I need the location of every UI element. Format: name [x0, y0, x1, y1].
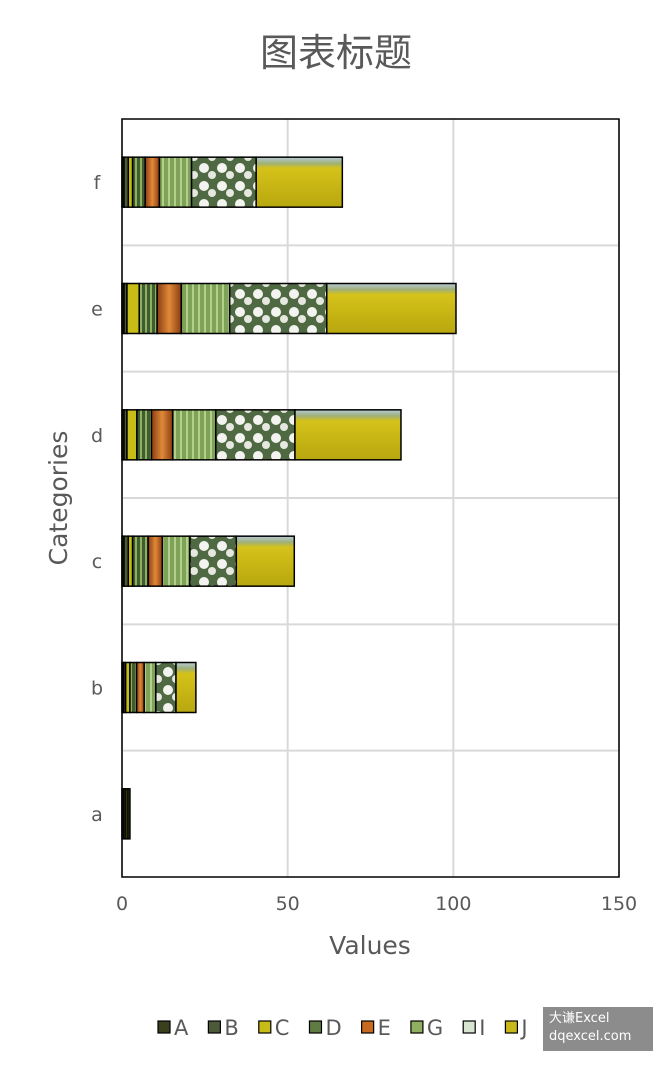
y-tick-label: a	[91, 804, 103, 826]
legend-swatch-I	[462, 1020, 476, 1034]
legend-label-I: I	[479, 1016, 485, 1040]
legend-label-G: G	[427, 1016, 443, 1040]
y-tick-label: f	[94, 172, 102, 194]
bar-segment-J-c	[235, 535, 296, 587]
y-tick-label: c	[92, 551, 102, 573]
y-tick-label: b	[91, 678, 103, 700]
bar-segment-J-d	[294, 409, 402, 461]
bar-segment-E-e	[156, 282, 183, 335]
bar-segment-D-c	[131, 535, 149, 587]
bar-segment-J-e	[326, 282, 457, 335]
bar-segment-E-d	[150, 409, 174, 461]
bar-segment-J-f	[255, 156, 344, 208]
legend-swatch-G	[410, 1020, 424, 1034]
bar-segment-I-d	[215, 409, 296, 461]
bar-segment-J-b	[175, 661, 197, 714]
bar-segment-D-d	[136, 409, 153, 461]
watermark-line2: dqexcel.com	[549, 1029, 632, 1044]
bar-segment-I-b	[155, 661, 177, 714]
x-tick-label: 0	[116, 893, 128, 915]
bar-segment-D-b	[129, 661, 138, 714]
x-axis-label: Values	[329, 931, 411, 960]
legend-label-C: C	[275, 1016, 290, 1040]
watermark: 大谦Excel dqexcel.com	[543, 1007, 653, 1051]
legend-swatch-C	[258, 1020, 272, 1034]
y-axis-label: Categories	[44, 431, 73, 566]
x-tick-label: 150	[601, 893, 637, 915]
legend-label-J: J	[519, 1016, 527, 1040]
legend-label-E: E	[378, 1016, 391, 1040]
legend-swatch-E	[361, 1020, 375, 1034]
y-tick-label: e	[91, 299, 103, 321]
bar-segment-E-b	[135, 661, 145, 714]
legend-swatch-B	[207, 1020, 221, 1034]
legend-swatch-J	[504, 1020, 519, 1034]
bar-segment-G-c	[161, 535, 191, 587]
x-tick-label: 100	[435, 893, 471, 915]
bar-segment-E-c	[147, 535, 164, 587]
bar-segment-D-f	[131, 156, 146, 208]
y-tick-label: d	[91, 425, 103, 447]
legend-swatch-A	[157, 1020, 171, 1034]
bar-segment-I-e	[228, 282, 328, 335]
bar-segment-G-b	[143, 661, 157, 714]
bar-segment-E-f	[144, 156, 161, 208]
x-tick-label: 50	[276, 893, 300, 915]
legend-label-D: D	[325, 1016, 341, 1040]
bar-segment-G-d	[171, 409, 217, 461]
bar-segment-C-d	[126, 409, 138, 461]
bars	[121, 156, 457, 840]
bar-segment-I-c	[189, 535, 238, 587]
bar-segment-D-e	[138, 282, 158, 335]
legend-swatch-D	[308, 1020, 323, 1034]
bar-segment-D-a	[127, 788, 131, 840]
bar-segment-C-e	[126, 282, 140, 335]
y-ticks: a b c d e f	[91, 172, 103, 826]
watermark-line1: 大谦Excel	[549, 1011, 610, 1026]
plot-border	[121, 118, 620, 878]
chart-title: 图表标题	[260, 31, 412, 75]
legend-label-B: B	[224, 1016, 238, 1040]
bar-segment-G-f	[158, 156, 193, 208]
x-ticks: 0 50 100 150	[116, 893, 637, 915]
legend-label-A: A	[174, 1016, 189, 1040]
bar-segment-G-e	[180, 282, 231, 335]
grid	[121, 119, 620, 877]
bar-segment-I-f	[190, 156, 257, 208]
